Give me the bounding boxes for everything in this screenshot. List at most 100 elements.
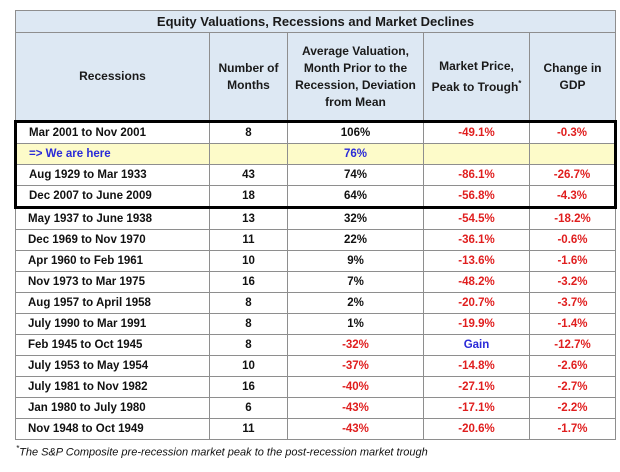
table-row: July 1981 to Nov 1982 16 -40% -27.1% -2.7% [15, 376, 616, 398]
cell-valuation: 7% [287, 271, 424, 293]
cell-gdp-change: -12.7% [529, 334, 616, 356]
cell-gdp-change: -3.7% [529, 292, 616, 314]
cell-valuation: 22% [287, 229, 424, 251]
cell-gdp-change: -26.7% [529, 164, 617, 186]
footnote-text: The S&P Composite pre-recession market p… [19, 446, 428, 459]
header-gdp: Change in GDP [529, 32, 616, 122]
cell-gdp-change [529, 143, 617, 165]
cell-recession-period: Nov 1948 to Oct 1949 [15, 418, 210, 440]
cell-months [209, 143, 288, 165]
table-row: Dec 2007 to June 2009 18 64% -56.8% -4.3% [14, 185, 617, 209]
cell-valuation: 64% [287, 185, 424, 209]
cell-gdp-change: -3.2% [529, 271, 616, 293]
table-row: Aug 1929 to Mar 1933 43 74% -86.1% -26.7% [14, 164, 617, 186]
cell-recession-period: July 1981 to Nov 1982 [15, 376, 210, 398]
cell-market-price: -13.6% [423, 250, 530, 272]
cell-gdp-change: -18.2% [529, 207, 616, 230]
table-row: Nov 1948 to Oct 1949 11 -43% -20.6% -1.7% [15, 418, 616, 440]
cell-months: 11 [209, 418, 288, 440]
cell-months: 8 [209, 313, 288, 335]
valuation-table-container: Equity Valuations, Recessions and Market… [14, 10, 617, 440]
table-row: July 1953 to May 1954 10 -37% -14.8% -2.6% [15, 355, 616, 377]
valuation-table: Equity Valuations, Recessions and Market… [14, 10, 617, 440]
header-recessions: Recessions [15, 32, 210, 122]
cell-months: 11 [209, 229, 288, 251]
cell-gdp-change: -0.3% [529, 120, 617, 144]
cell-gdp-change: -2.6% [529, 355, 616, 377]
cell-gdp-change: -1.4% [529, 313, 616, 335]
cell-market-price: Gain [423, 334, 530, 356]
footnote: *The S&P Composite pre-recession market … [16, 444, 428, 459]
cell-recession-period: Apr 1960 to Feb 1961 [15, 250, 210, 272]
current-position-row: => We are here 76% [14, 143, 617, 165]
cell-valuation: 32% [287, 207, 424, 230]
table-body: Mar 2001 to Nov 2001 8 106% -49.1% -0.3% => W… [14, 120, 617, 440]
table-row: Jan 1980 to July 1980 6 -43% -17.1% -2.2% [15, 397, 616, 419]
cell-months: 18 [209, 185, 288, 209]
cell-months: 10 [209, 250, 288, 272]
cell-valuation: 106% [287, 120, 424, 144]
cell-recession-period: Jan 1980 to July 1980 [15, 397, 210, 419]
table-row: Dec 1969 to Nov 1970 11 22% -36.1% -0.6% [15, 229, 616, 251]
cell-market-price: -14.8% [423, 355, 530, 377]
cell-months: 43 [209, 164, 288, 186]
cell-valuation: -37% [287, 355, 424, 377]
cell-gdp-change: -1.7% [529, 418, 616, 440]
table-row: Apr 1960 to Feb 1961 10 9% -13.6% -1.6% [15, 250, 616, 272]
cell-market-price: -17.1% [423, 397, 530, 419]
cell-recession-period: => We are here [14, 143, 210, 165]
table-row: Aug 1957 to April 1958 8 2% -20.7% -3.7% [15, 292, 616, 314]
cell-months: 16 [209, 271, 288, 293]
cell-valuation: 9% [287, 250, 424, 272]
cell-recession-period: Aug 1957 to April 1958 [15, 292, 210, 314]
table-row: May 1937 to June 1938 13 32% -54.5% -18.2% [15, 207, 616, 230]
cell-market-price: -54.5% [423, 207, 530, 230]
cell-market-price: -56.8% [423, 185, 530, 209]
cell-recession-period: Dec 1969 to Nov 1970 [15, 229, 210, 251]
cell-market-price: -36.1% [423, 229, 530, 251]
cell-recession-period: Aug 1929 to Mar 1933 [14, 164, 210, 186]
cell-valuation: 1% [287, 313, 424, 335]
cell-market-price [423, 143, 530, 165]
cell-gdp-change: -4.3% [529, 185, 617, 209]
cell-recession-period: July 1990 to Mar 1991 [15, 313, 210, 335]
cell-gdp-change: -2.7% [529, 376, 616, 398]
cell-valuation: -40% [287, 376, 424, 398]
cell-market-price: -20.6% [423, 418, 530, 440]
cell-valuation: -43% [287, 418, 424, 440]
cell-recession-period: Dec 2007 to June 2009 [14, 185, 210, 209]
cell-gdp-change: -2.2% [529, 397, 616, 419]
table-row: Nov 1973 to Mar 1975 16 7% -48.2% -3.2% [15, 271, 616, 293]
table-row: July 1990 to Mar 1991 8 1% -19.9% -1.4% [15, 313, 616, 335]
header-market-mark: * [518, 78, 522, 88]
cell-market-price: -19.9% [423, 313, 530, 335]
table-title: Equity Valuations, Recessions and Market… [15, 10, 616, 33]
cell-gdp-change: -1.6% [529, 250, 616, 272]
footnote-mark: * [16, 444, 20, 453]
cell-market-price: -86.1% [423, 164, 530, 186]
cell-gdp-change: -0.6% [529, 229, 616, 251]
header-valuation: Average Valuation, Month Prior to the Re… [287, 32, 424, 122]
header-months: Number of Months [209, 32, 288, 122]
cell-valuation: -43% [287, 397, 424, 419]
header-market-price: Market Price, Peak to Trough* [423, 32, 530, 122]
cell-market-price: -27.1% [423, 376, 530, 398]
cell-valuation: -32% [287, 334, 424, 356]
cell-months: 8 [209, 120, 288, 144]
cell-market-price: -20.7% [423, 292, 530, 314]
cell-market-price: -49.1% [423, 120, 530, 144]
cell-recession-period: May 1937 to June 1938 [15, 207, 210, 230]
cell-months: 13 [209, 207, 288, 230]
cell-months: 8 [209, 334, 288, 356]
cell-market-price: -48.2% [423, 271, 530, 293]
cell-recession-period: Mar 2001 to Nov 2001 [14, 120, 210, 144]
cell-months: 8 [209, 292, 288, 314]
cell-recession-period: Feb 1945 to Oct 1945 [15, 334, 210, 356]
cell-recession-period: July 1953 to May 1954 [15, 355, 210, 377]
cell-months: 6 [209, 397, 288, 419]
cell-recession-period: Nov 1973 to Mar 1975 [15, 271, 210, 293]
table-row: Feb 1945 to Oct 1945 8 -32% Gain -12.7% [15, 334, 616, 356]
cell-valuation: 76% [287, 143, 424, 165]
table-row: Mar 2001 to Nov 2001 8 106% -49.1% -0.3% [14, 120, 617, 144]
cell-valuation: 2% [287, 292, 424, 314]
